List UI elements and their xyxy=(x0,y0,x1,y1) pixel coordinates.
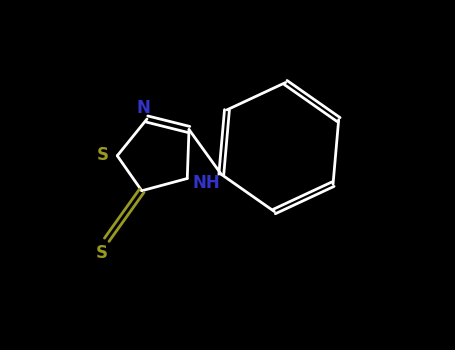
Text: S: S xyxy=(96,146,109,164)
Text: N: N xyxy=(136,99,151,118)
Text: NH: NH xyxy=(192,174,220,192)
Text: S: S xyxy=(96,244,107,262)
